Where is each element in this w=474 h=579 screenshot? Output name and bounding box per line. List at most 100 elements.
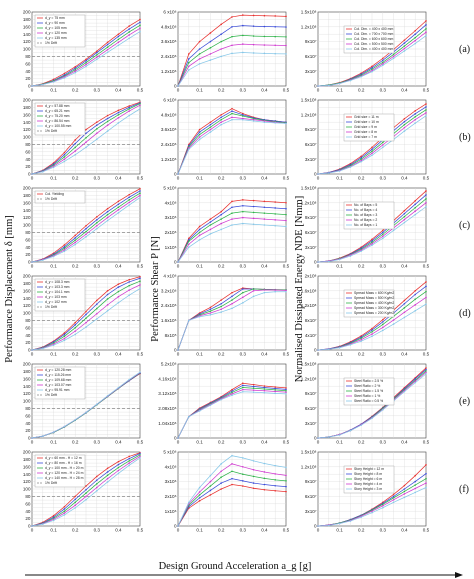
data-point: [263, 386, 266, 389]
y-tick-label: 0: [314, 524, 317, 529]
y-tick-label: 20: [25, 252, 31, 257]
x-tick-label: 0.5: [423, 440, 430, 445]
data-point: [371, 154, 373, 157]
x-tick-label: 0.3: [94, 528, 101, 533]
data-point: [209, 314, 212, 316]
data-point: [106, 471, 109, 473]
data-point: [414, 484, 417, 486]
y-tick-label: 5 x10⁶: [163, 186, 176, 191]
data-point: [285, 389, 287, 392]
data-point: [139, 196, 141, 199]
data-point: [188, 65, 190, 68]
data-point: [403, 47, 406, 50]
data-point: [74, 153, 76, 156]
data-point: [382, 409, 384, 411]
data-point: [425, 24, 427, 26]
y-tick-label: 1x10⁶: [165, 509, 177, 514]
data-point: [220, 482, 222, 484]
data-point: [285, 388, 287, 391]
data-point: [177, 261, 179, 263]
data-point: [96, 50, 98, 53]
x-tick-label: 0.5: [423, 528, 430, 533]
data-point: [198, 497, 201, 499]
data-point: [96, 224, 98, 227]
x-tick-label: 0.1: [50, 528, 57, 533]
data-point: [425, 106, 427, 108]
data-point: [274, 213, 277, 215]
data-point: [128, 464, 130, 467]
y-tick-label: 0: [174, 348, 177, 353]
data-point: [117, 472, 120, 475]
data-point: [349, 344, 352, 346]
data-point: [425, 198, 427, 200]
x-tick-label: 0: [317, 352, 320, 357]
x-tick-label: 0.4: [401, 264, 408, 269]
data-point: [285, 36, 287, 38]
legend-entry: d_y = 90 mm: [45, 21, 65, 25]
y-tick-label: 40: [25, 245, 31, 250]
data-point: [382, 229, 384, 232]
x-tick-label: 0.5: [283, 352, 290, 357]
data-point: [371, 327, 373, 330]
data-point: [139, 102, 141, 105]
y-tick-label: 1.6x10⁶: [161, 318, 177, 323]
row-label: (a): [459, 44, 470, 55]
data-point: [274, 484, 277, 487]
legend-entry: 1% Drift: [45, 197, 57, 201]
data-point: [360, 336, 363, 338]
data-point: [177, 437, 179, 439]
data-point: [371, 70, 373, 73]
data-point: [382, 63, 384, 65]
data-point: [231, 107, 233, 110]
x-tick-label: 0.3: [380, 264, 387, 269]
data-point: [231, 388, 233, 391]
data-point: [349, 166, 352, 168]
y-tick-label: 1.2x10⁸: [301, 303, 317, 308]
data-point: [198, 410, 201, 412]
data-point: [139, 104, 141, 106]
data-point: [209, 121, 212, 123]
x-tick-label: 0.5: [283, 88, 290, 93]
data-point: [139, 194, 141, 197]
data-point: [139, 454, 141, 456]
y-tick-label: 9x10⁷: [305, 127, 317, 132]
data-point: [414, 474, 417, 477]
x-tick-label: 0.5: [137, 88, 144, 93]
x-tick-label: 0: [31, 88, 34, 93]
data-point: [231, 116, 233, 119]
data-point: [425, 367, 427, 369]
data-point: [188, 239, 190, 241]
data-point: [42, 259, 44, 261]
y-tick-label: 3x10⁷: [305, 157, 317, 162]
data-point: [198, 225, 201, 228]
data-point: [52, 516, 55, 518]
data-point: [414, 206, 417, 209]
data-point: [285, 15, 287, 18]
x-tick-label: 0.2: [218, 440, 225, 445]
data-point: [371, 329, 373, 331]
x-tick-label: 0.2: [358, 88, 365, 93]
x-tick-label: 0.3: [94, 176, 101, 181]
y-tick-label: 80: [25, 230, 31, 235]
data-point: [220, 23, 222, 26]
data-point: [414, 200, 417, 202]
data-point: [74, 507, 76, 509]
x-tick-label: 0.4: [261, 528, 268, 533]
data-point: [74, 419, 76, 421]
data-point: [188, 501, 190, 504]
data-point: [209, 221, 212, 223]
x-tick-label: 0.4: [401, 88, 408, 93]
data-point: [242, 114, 244, 116]
y-tick-label: 160: [23, 112, 31, 117]
data-point: [425, 296, 427, 299]
data-point: [52, 342, 55, 344]
legend-entry: d_y = 75.20 mm: [45, 114, 70, 118]
data-point: [263, 121, 266, 123]
data-point: [96, 128, 98, 130]
y-tick-label: 5.2x10⁶: [161, 362, 177, 367]
data-point: [231, 391, 233, 394]
y-tick-label: 6x10⁷: [305, 230, 317, 235]
data-point: [106, 216, 109, 219]
data-point: [231, 26, 233, 28]
legend-entry: d_y = 109.68 mm: [45, 378, 71, 382]
